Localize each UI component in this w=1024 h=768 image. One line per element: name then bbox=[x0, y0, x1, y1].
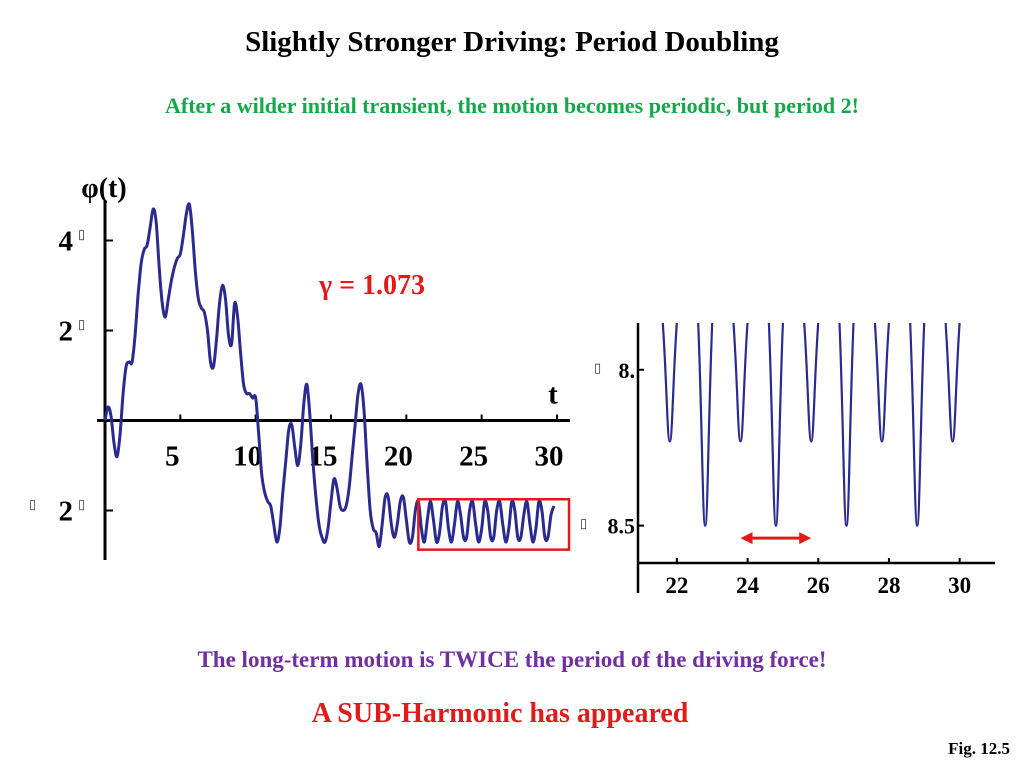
y-tick-label: 8. bbox=[619, 358, 636, 383]
period-arrow-right-head bbox=[799, 532, 812, 545]
subharmonic-statement: A SUB-Harmonic has appeared bbox=[311, 698, 689, 729]
figure-label: Fig. 12.5 bbox=[948, 739, 1010, 758]
tick-placeholder-glyph: ▯ bbox=[78, 497, 85, 512]
tick-placeholder-glyph: ▯ bbox=[78, 227, 85, 242]
y-tick-label: 2 bbox=[59, 496, 74, 528]
curve-dip bbox=[661, 322, 678, 443]
tick-placeholder-glyph: ▯ bbox=[78, 317, 85, 332]
slide-subtitle: After a wilder initial transient, the mo… bbox=[165, 93, 859, 118]
x-tick-label: 10 bbox=[233, 441, 262, 473]
x-tick-label: 22 bbox=[665, 573, 688, 598]
gamma-annotation: γ = 1.073 bbox=[318, 270, 425, 301]
slide-title: Slightly Stronger Driving: Period Doubli… bbox=[245, 26, 779, 58]
minus-placeholder-glyph: ▯ bbox=[580, 516, 587, 531]
x-tick-label: 5 bbox=[165, 441, 180, 473]
y-tick-label: 2 bbox=[59, 316, 74, 348]
minus-placeholder-glyph: ▯ bbox=[29, 497, 36, 512]
x-tick-label: 30 bbox=[948, 573, 971, 598]
x-tick-label: 30 bbox=[534, 441, 563, 473]
x-tick-label: 26 bbox=[807, 573, 830, 598]
x-tick-label: 28 bbox=[877, 573, 900, 598]
phi-curve bbox=[103, 202, 556, 549]
minus-placeholder-glyph: ▯ bbox=[594, 360, 601, 375]
y-tick-label: 4 bbox=[59, 226, 74, 258]
zoomed-period-2-chart: 22 24 26 28 30 8. ▯ 8.5 ▯ bbox=[580, 322, 995, 598]
curve-dip bbox=[803, 322, 820, 443]
y-axis-label: φ(t) bbox=[81, 173, 126, 204]
curve-dip bbox=[767, 322, 784, 527]
curve-dip bbox=[838, 322, 855, 527]
main-phi-vs-t-chart: 5 10 15 20 25 304 ▯2 ▯2 ▯▯φ(t)tγ = 1.073 bbox=[29, 173, 571, 560]
curve-dip bbox=[873, 322, 890, 443]
y-tick-label: 8.5 bbox=[608, 514, 636, 539]
period-arrow-left-head bbox=[740, 532, 753, 545]
curve-dip bbox=[732, 322, 749, 443]
x-tick-label: 20 bbox=[384, 441, 413, 473]
x-tick-label: 25 bbox=[459, 441, 488, 473]
steady-state-highlight-box bbox=[417, 498, 571, 551]
curve-dip bbox=[944, 322, 961, 443]
period-twice-statement: The long-term motion is TWICE the period… bbox=[197, 647, 827, 672]
x-tick-label: 24 bbox=[736, 573, 760, 598]
curve-dip bbox=[909, 322, 926, 527]
x-axis-label: t bbox=[548, 379, 558, 411]
curve-dip bbox=[697, 322, 714, 527]
